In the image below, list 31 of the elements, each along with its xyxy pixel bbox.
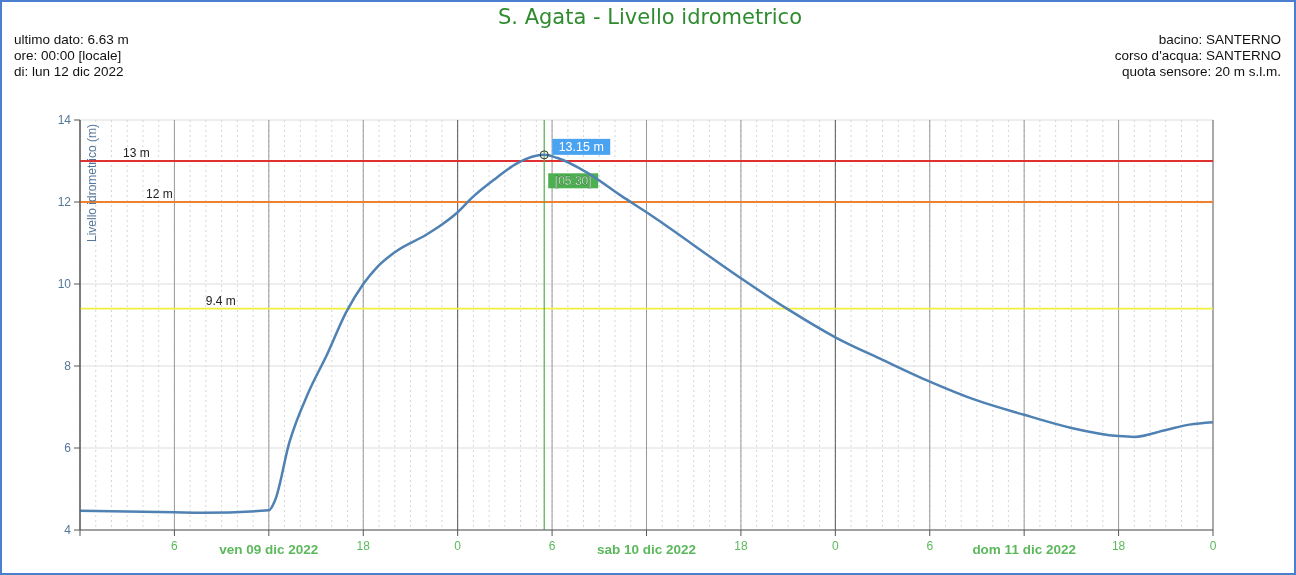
text: bacino: SANTERNO	[1158, 32, 1281, 47]
ref-line-label: 9.4 m	[205, 293, 236, 308]
y-tick-label: 8	[64, 359, 72, 373]
x-tick-label: ven 09 dic 2022	[219, 542, 319, 557]
text: quota sensore: 20 m s.l.m.	[1121, 64, 1281, 79]
chart-title: S. Agata - Livello idrometrico	[497, 5, 803, 29]
x-tick-label: 18	[356, 539, 371, 553]
x-tick-label: 18	[1111, 539, 1126, 553]
x-tick-label: 0	[831, 539, 839, 553]
x-tick-label: 6	[926, 539, 934, 553]
ref-line-label: 12 m	[146, 187, 173, 201]
x-tick-label: 0	[1209, 539, 1217, 553]
y-tick-label: 14	[57, 113, 72, 127]
x-tick-label: sab 10 dic 2022	[596, 542, 697, 557]
y-tick-label: 4	[64, 523, 72, 537]
y-axis-title: Livello idrometrico (m)	[85, 124, 99, 243]
y-tick-label: 6	[64, 441, 72, 455]
x-tick-label: 6	[171, 539, 179, 553]
y-tick-label: 10	[57, 277, 72, 291]
ref-line-label: 13 m	[123, 146, 150, 160]
x-tick-label: 18	[734, 539, 748, 553]
x-tick-label: 0	[454, 539, 462, 553]
ref-line-label: [05:30]	[554, 174, 592, 189]
text: ore: 00:00 [locale]	[14, 48, 122, 63]
x-tick-label: dom 11 dic 2022	[972, 542, 1076, 557]
x-tick-label: 6	[548, 539, 556, 553]
text: di: lun 12 dic 2022	[14, 64, 124, 79]
annotation: 13.15 m	[558, 139, 604, 154]
y-tick-label: 12	[57, 195, 72, 209]
text: corso d'acqua: SANTERNO	[1114, 48, 1281, 63]
text: ultimo dato: 6.63 m	[14, 32, 129, 47]
